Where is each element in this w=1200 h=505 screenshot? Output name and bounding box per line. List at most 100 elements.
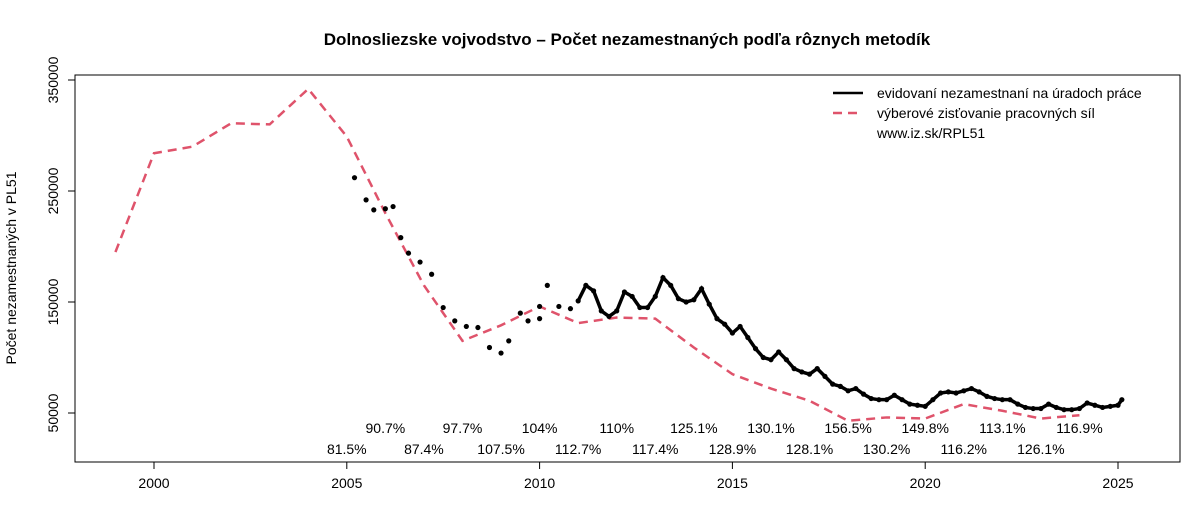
registered-point	[644, 304, 651, 311]
percentage-label: 117.4%	[632, 441, 678, 457]
registered-point	[722, 321, 728, 327]
registered-point	[745, 334, 751, 341]
registered-point	[853, 385, 859, 392]
percentage-label: 156.5%	[824, 420, 871, 436]
registered-point	[405, 250, 412, 256]
registered-point	[837, 383, 843, 389]
registered-point	[1045, 401, 1052, 407]
x-tick-label: 2010	[524, 475, 555, 491]
percentage-label: 125.1%	[670, 420, 717, 436]
registered-point	[868, 395, 874, 402]
registered-point	[590, 288, 597, 294]
percentage-label: 128.1%	[786, 441, 833, 457]
registered-point	[922, 403, 928, 409]
registered-point	[629, 293, 635, 300]
legend-entry-lfs: výberové zisťovanie pracovných síl	[877, 105, 1095, 121]
registered-point	[1030, 405, 1036, 412]
registered-point	[517, 310, 523, 316]
percentage-label: 128.9%	[709, 441, 756, 457]
registered-point	[683, 299, 689, 305]
registered-point	[429, 271, 435, 277]
registered-point	[371, 207, 377, 213]
series-0	[114, 87, 1080, 423]
registered-point	[945, 389, 951, 395]
x-tick-label: 2015	[717, 475, 748, 491]
registered-point	[976, 389, 982, 395]
registered-point	[614, 308, 620, 314]
series-1	[351, 175, 574, 356]
legend-source: www.iz.sk/RPL51	[876, 125, 985, 141]
registered-point	[714, 316, 720, 322]
x-tick-label: 2005	[331, 475, 362, 491]
registered-point	[652, 293, 658, 300]
registered-point	[1107, 403, 1113, 409]
registered-point	[1115, 402, 1121, 408]
registered-point	[768, 357, 774, 363]
percentage-label: 110%	[599, 420, 634, 436]
registered-point	[544, 282, 550, 288]
registered-point	[698, 286, 705, 292]
registered-point	[799, 369, 805, 375]
registered-point	[1092, 402, 1098, 408]
registered-point	[598, 308, 604, 314]
registered-point	[830, 381, 836, 387]
registered-point	[737, 323, 743, 330]
registered-point	[752, 346, 759, 352]
registered-point	[1038, 405, 1044, 412]
registered-point	[1099, 404, 1106, 411]
registered-point	[475, 324, 481, 331]
percentage-label: 107.5%	[477, 441, 524, 457]
registered-point	[1084, 400, 1090, 406]
registered-point	[776, 349, 782, 355]
registered-point	[814, 366, 820, 372]
registered-point	[390, 203, 396, 210]
registered-point	[1076, 405, 1083, 412]
registered-point	[486, 344, 493, 351]
registered-point	[417, 259, 423, 265]
y-tick-label: 150000	[45, 278, 61, 325]
series-2	[575, 274, 1125, 413]
percentage-label: 90.7%	[366, 420, 406, 436]
percentage-label: 116.2%	[941, 441, 987, 457]
registered-point	[1022, 404, 1029, 411]
registered-point	[961, 388, 967, 394]
registered-point	[884, 397, 890, 403]
registered-point	[783, 357, 789, 363]
registered-point	[668, 282, 674, 288]
percentage-label: 126.1%	[1017, 441, 1064, 457]
percentage-label: 104%	[522, 420, 558, 436]
registered-point	[968, 385, 975, 392]
legend-entry-registered: evidovaní nezamestnaní na úradoch práce	[877, 85, 1142, 101]
registered-point	[691, 297, 697, 303]
percentage-label: 149.8%	[901, 420, 948, 436]
registered-point	[583, 282, 589, 288]
registered-point	[1007, 397, 1013, 403]
percentage-label: 113.1%	[979, 420, 1025, 436]
registered-point	[440, 304, 446, 311]
lfs-line	[114, 87, 1080, 423]
registered-point	[760, 354, 766, 361]
registered-point	[992, 395, 998, 402]
registered-point	[660, 274, 666, 281]
registered-point	[351, 175, 358, 181]
y-axis-label: Počet nezamestnaných v PL51	[3, 171, 19, 364]
registered-point	[606, 313, 612, 320]
registered-point	[637, 304, 643, 311]
registered-point	[899, 397, 905, 403]
registered-point	[1053, 404, 1059, 411]
y-tick-label: 250000	[45, 167, 61, 214]
registered-point	[706, 301, 712, 307]
y-tick-label: 350000	[45, 56, 61, 103]
x-tick-label: 2020	[910, 475, 941, 491]
registered-point	[1061, 407, 1067, 413]
percentage-label: 81.5%	[327, 441, 367, 457]
registered-point	[537, 316, 543, 322]
registered-point	[382, 206, 388, 212]
registered-point	[398, 235, 404, 241]
legend: evidovaní nezamestnaní na úradoch práce …	[833, 85, 1142, 141]
registered-point	[1069, 407, 1075, 413]
registered-point	[621, 289, 628, 295]
registered-point	[914, 402, 921, 408]
registered-point	[999, 397, 1005, 403]
